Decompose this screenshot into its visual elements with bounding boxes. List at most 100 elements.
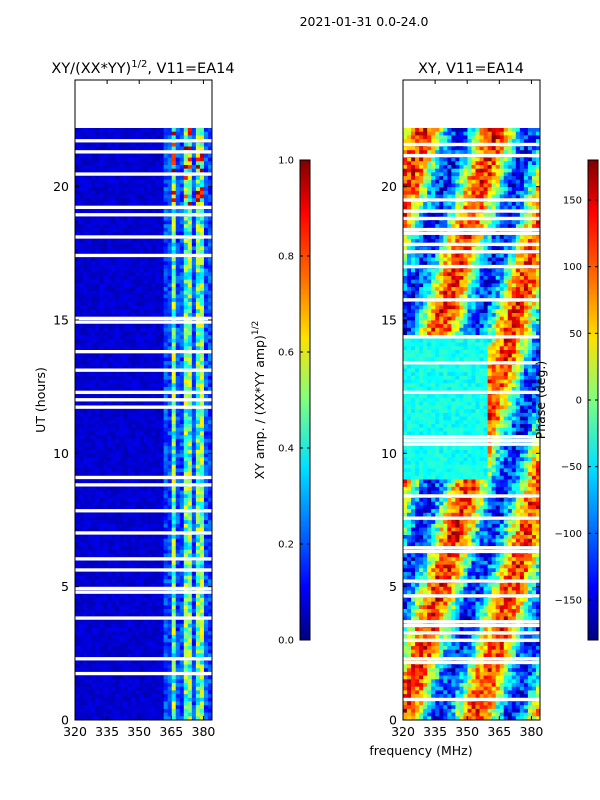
amplitude-heatmap-cell	[75, 572, 80, 577]
amplitude-heatmap-cell	[191, 646, 197, 651]
amplitude-heatmap-cell	[107, 457, 112, 462]
amplitude-heatmap-cell	[147, 176, 152, 181]
amplitude-heatmap-cell	[159, 634, 165, 639]
amplitude-heatmap-cell	[167, 435, 173, 440]
amplitude-heatmap-cell	[195, 516, 201, 521]
amplitude-heatmap-cell	[91, 383, 96, 388]
amplitude-heatmap-cell	[147, 353, 152, 358]
amplitude-heatmap-cell	[143, 183, 148, 188]
amplitude-heatmap-cell	[139, 153, 144, 158]
amplitude-heatmap-cell	[151, 290, 156, 295]
amplitude-heatmap-cell	[191, 157, 197, 162]
amplitude-heatmap-cell	[191, 202, 197, 207]
amplitude-heatmap-cell	[111, 453, 116, 458]
amplitude-heatmap-cell	[191, 435, 197, 440]
amplitude-heatmap-cell	[95, 546, 100, 551]
amplitude-heatmap-cell	[179, 435, 185, 440]
amplitude-heatmap-cell	[143, 279, 148, 284]
amplitude-heatmap-cell	[123, 313, 128, 318]
amplitude-heatmap-cell	[159, 649, 165, 654]
amplitude-heatmap-cell	[127, 446, 132, 451]
amplitude-heatmap-cell	[199, 357, 205, 362]
amplitude-heatmap-cell	[191, 612, 197, 617]
amplitude-heatmap-cell	[155, 135, 161, 140]
amplitude-heatmap-cell	[143, 324, 148, 329]
amplitude-heatmap-cell	[119, 294, 124, 299]
amplitude-heatmap-cell	[199, 168, 205, 173]
amplitude-heatmap-cell	[115, 268, 120, 273]
amplitude-heatmap-cell	[155, 472, 161, 477]
amplitude-heatmap-cell	[183, 168, 189, 173]
amplitude-heatmap-cell	[199, 553, 205, 558]
amplitude-heatmap-cell	[187, 457, 193, 462]
amplitude-heatmap-cell	[115, 153, 120, 158]
amplitude-heatmap-cell	[131, 464, 136, 469]
amplitude-heatmap-cell	[195, 346, 201, 351]
amplitude-heatmap-cell	[207, 638, 212, 643]
amplitude-heatmap-cell	[183, 257, 189, 262]
amplitude-heatmap-cell	[167, 301, 173, 306]
amplitude-heatmap-cell	[171, 631, 177, 636]
amplitude-heatmap-cell	[207, 527, 212, 532]
amplitude-heatmap-cell	[119, 579, 124, 584]
amplitude-heatmap-cell	[79, 161, 84, 166]
amplitude-heatmap-cell	[99, 357, 104, 362]
amplitude-heatmap-cell	[119, 498, 124, 503]
amplitude-heatmap-cell	[183, 646, 189, 651]
amplitude-heatmap-cell	[203, 153, 209, 158]
amplitude-heatmap-cell	[75, 412, 80, 417]
amplitude-heatmap-cell	[179, 327, 185, 332]
amplitude-heatmap-cell	[131, 342, 136, 347]
amplitude-heatmap-cell	[135, 453, 140, 458]
amplitude-heatmap-cell	[187, 609, 193, 614]
amplitude-heatmap-cell	[131, 638, 136, 643]
amplitude-heatmap-cell	[195, 183, 201, 188]
amplitude-heatmap-cell	[135, 168, 140, 173]
amplitude-heatmap-cell	[187, 512, 193, 517]
amplitude-heatmap-cell	[127, 209, 132, 214]
amplitude-heatmap-cell	[111, 420, 116, 425]
amplitude-heatmap-cell	[75, 620, 80, 625]
amplitude-heatmap-cell	[147, 512, 152, 517]
amplitude-heatmap-cell	[155, 486, 161, 491]
amplitude-heatmap-cell	[75, 538, 80, 543]
amplitude-heatmap-cell	[111, 653, 116, 658]
amplitude-heatmap-cell	[179, 264, 185, 269]
amplitude-heatmap-cell	[119, 187, 124, 192]
amplitude-heatmap-cell	[203, 379, 209, 384]
amplitude-heatmap-cell	[95, 486, 100, 491]
amplitude-heatmap-cell	[163, 538, 169, 543]
amplitude-heatmap-cell	[171, 649, 177, 654]
amplitude-heatmap-cell	[167, 157, 173, 162]
amplitude-heatmap-cell	[147, 409, 152, 414]
amplitude-heatmap-cell	[131, 601, 136, 606]
amplitude-heatmap-cell	[103, 523, 108, 528]
amplitude-heatmap-cell	[135, 457, 140, 462]
amplitude-heatmap-cell	[99, 453, 104, 458]
amplitude-heatmap-cell	[91, 646, 96, 651]
amplitude-heatmap-cell	[91, 357, 96, 362]
amplitude-heatmap-cell	[87, 609, 92, 614]
amplitude-heatmap-cell	[139, 594, 144, 599]
amplitude-heatmap-cell	[171, 431, 177, 436]
amplitude-heatmap-cell	[191, 468, 197, 473]
amplitude-heatmap-cell	[83, 464, 88, 469]
amplitude-heatmap-cell	[107, 653, 112, 658]
amplitude-heatmap-cell	[203, 620, 209, 625]
amplitude-heatmap-cell	[147, 631, 152, 636]
amplitude-heatmap-cell	[139, 342, 144, 347]
amplitude-heatmap-cell	[163, 501, 169, 506]
amplitude-heatmap-cell	[195, 142, 201, 147]
amplitude-heatmap-cell	[159, 553, 165, 558]
amplitude-heatmap-cell	[195, 202, 201, 207]
amplitude-heatmap-cell	[87, 412, 92, 417]
amplitude-heatmap-cell	[151, 161, 156, 166]
amplitude-heatmap-cell	[207, 187, 212, 192]
amplitude-heatmap-cell	[123, 394, 128, 399]
amplitude-heatmap-cell	[119, 520, 124, 525]
amplitude-heatmap-cell	[151, 353, 156, 358]
amplitude-heatmap-cell	[83, 579, 88, 584]
amplitude-heatmap-cell	[187, 479, 193, 484]
amplitude-heatmap-cell	[187, 353, 193, 358]
amplitude-heatmap-cell	[83, 187, 88, 192]
